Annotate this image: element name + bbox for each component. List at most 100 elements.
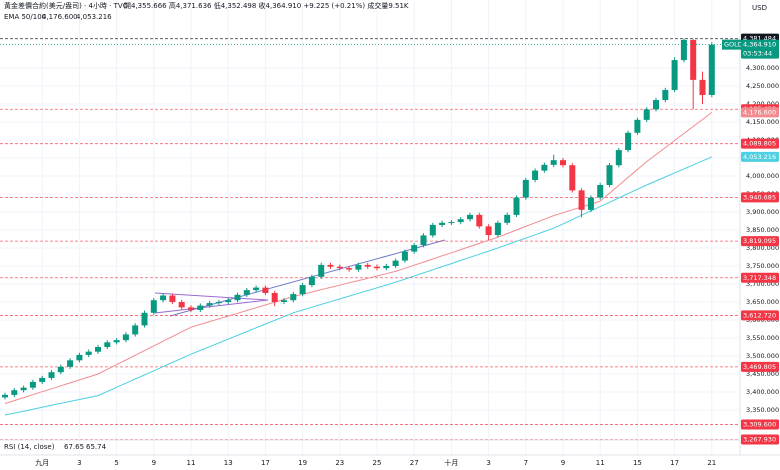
level-label-bg [741,434,779,445]
candle-body [57,366,64,373]
rsi-value: 65.74 [86,443,107,451]
candle-body [690,39,697,80]
x-tick-label: 9 [152,459,156,467]
candle-body [104,342,111,348]
candle-body [671,60,678,90]
candle-body [85,351,92,355]
candle-body [364,264,371,267]
candle-body [76,354,83,361]
candle-body [39,377,46,382]
candle-body [197,305,204,310]
y-tick-label: 4,300.000 [746,64,779,72]
currency-label: USD [752,4,767,12]
chart-title: 黃金差價合約(美元/盎司) · 4小時 · TVC [4,1,128,10]
candle-body [150,300,157,313]
candle-body [206,303,213,306]
symbol-badge: GOLD [724,41,743,49]
x-tick-label: 7 [524,459,528,467]
trend-drawing [154,299,269,314]
x-tick-label: 3 [486,459,490,467]
candle-body [178,302,185,308]
candle-body [374,266,380,269]
candle-body [234,294,241,301]
candle-body [290,294,297,301]
candle-body [532,170,539,180]
series-last-label: 4,053.216 [743,153,776,161]
candle-body [485,226,492,236]
candle-body [2,394,8,398]
candle-body [29,381,36,388]
candle-body [308,276,315,286]
candle-body [411,245,418,252]
level-label-bg [741,138,779,149]
candle-body [708,44,715,96]
candle-body [494,222,501,236]
plot [0,38,740,440]
series-last-label: 4,176.600 [743,108,776,116]
level-label-bg [741,419,779,430]
x-tick-label: 九月 [35,458,49,467]
candle-body [160,295,167,301]
x-tick-label: 13 [224,459,233,467]
candle-body [20,387,27,391]
candle-body [67,360,74,367]
candle-body [522,179,529,198]
candle-body [95,347,101,352]
candle-body [560,160,566,166]
candle-body [318,264,325,277]
y-tick-label: 4,200.000 [746,100,779,108]
x-tick-label: 17 [670,459,679,467]
level-label-bg [741,236,779,247]
candle-body [392,260,399,267]
y-tick-label: 3,350.000 [746,406,779,414]
candle-body [141,312,148,326]
candle-body [606,165,613,186]
candle-body [643,109,650,120]
candle-body [680,39,687,61]
y-tick-label: 4,250.000 [746,82,779,90]
candle-body [439,222,446,225]
candle-body [271,293,278,303]
candle-body [132,325,139,335]
x-tick-label: 25 [373,459,382,467]
candle-body [262,287,269,294]
candle-body [420,235,427,246]
x-tick-label: 27 [410,459,419,467]
level-label: 3,309.600 [743,421,776,429]
rsi-value: 67.65 [64,443,84,451]
candle-body [457,219,464,223]
level-label-bg [741,310,779,321]
level-label-bg [741,192,779,203]
candle-body [541,164,548,171]
x-tick-label: 21 [707,459,716,467]
candle-body [11,390,18,395]
candle-body [615,150,622,166]
candle-body [48,372,55,378]
candle-body [243,290,250,295]
candle-body [476,214,483,227]
y-tick-label: 4,000.000 [746,172,779,180]
level-label: 3,469.805 [743,363,776,371]
candle-body [253,287,260,291]
indicator-label: EMA 50/100 [4,13,46,21]
candle-body [587,197,594,210]
ema-line [4,156,713,416]
last-price-label: 4,364.910 [743,41,776,49]
x-tick-label: 11 [187,459,196,467]
candle-body [578,190,585,210]
countdown: 03:53:44 [743,50,772,58]
level-label: 4,089.805 [743,140,776,148]
y-tick-label: 3,750.000 [746,262,779,270]
candle-body [225,300,232,303]
ema-line [4,112,713,404]
level-label: 3,267.930 [743,436,776,444]
candle-body [122,334,129,341]
y-tick-label: 3,450.000 [746,370,779,378]
last-price-bg [741,39,779,59]
series-last-label-bg [741,107,779,118]
x-tick-label: 17 [261,459,270,467]
x-tick-label: 19 [298,459,307,467]
y-tick-label: 3,700.000 [746,280,779,288]
candle-body [113,340,120,343]
